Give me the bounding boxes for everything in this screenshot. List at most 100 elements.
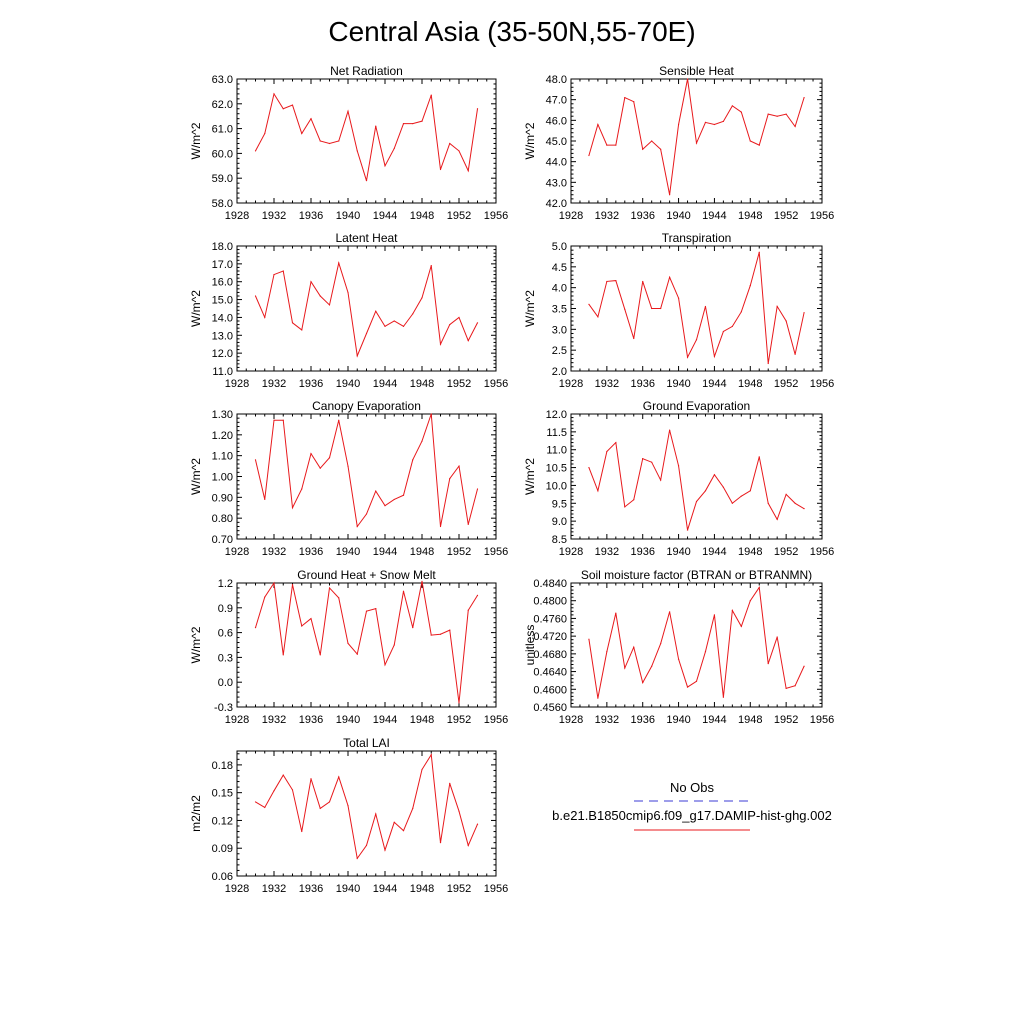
data-point — [291, 584, 294, 586]
data-point — [660, 643, 662, 645]
legend-obs-label: No Obs — [670, 780, 715, 795]
y-tick-label: 0.70 — [212, 534, 233, 546]
data-point — [273, 419, 275, 421]
chart-panel: Canopy Evaporation W/m^2 1928 1932 1936 1940 1… — [189, 399, 508, 558]
y-tick-label: 3.0 — [552, 324, 567, 336]
data-point — [282, 774, 284, 776]
data-point — [633, 499, 635, 501]
data-point — [439, 633, 442, 635]
data-point — [328, 587, 331, 589]
y-tick-label: 0.4600 — [533, 684, 567, 696]
data-point — [430, 94, 432, 96]
x-tick-label: 1948 — [738, 714, 762, 726]
data-point — [467, 609, 469, 611]
y-tick-label: 18.0 — [212, 241, 233, 253]
x-tick-label: 1944 — [373, 714, 397, 726]
data-point — [767, 113, 769, 115]
data-point — [740, 311, 742, 313]
y-tick-label: 12.0 — [546, 409, 567, 421]
data-point — [606, 651, 608, 653]
data-point — [347, 642, 349, 644]
y-tick-label: 9.0 — [552, 516, 567, 528]
x-tick-label: 1956 — [484, 883, 508, 895]
y-tick-label: 47.0 — [546, 95, 567, 107]
x-tick-label: 1952 — [774, 378, 798, 390]
y-tick-label: 58.0 — [212, 198, 233, 210]
data-point — [660, 479, 662, 481]
data-point — [669, 194, 671, 196]
data-point — [704, 121, 707, 123]
data-point — [695, 339, 698, 341]
data-point — [430, 413, 432, 415]
data-point — [273, 273, 275, 276]
data-point — [695, 142, 698, 144]
data-point — [677, 297, 680, 299]
x-tick-label: 1956 — [810, 714, 834, 726]
data-point — [677, 658, 680, 660]
data-point — [319, 295, 321, 297]
data-point — [264, 316, 266, 319]
data-point — [624, 667, 626, 669]
data-point — [467, 170, 469, 172]
data-point — [421, 120, 423, 122]
y-tick-label: 0.4720 — [533, 631, 567, 643]
y-tick-label: 0.6 — [218, 628, 233, 640]
chart-panel: Transpiration W/m^2 1928 1932 1936 1940 1944 19… — [523, 231, 834, 390]
panel-title: Transpiration — [662, 231, 732, 245]
data-point — [375, 813, 377, 815]
data-point — [785, 113, 787, 115]
data-point — [642, 280, 644, 283]
data-point — [402, 830, 405, 832]
x-tick-label: 1928 — [225, 714, 249, 726]
data-point — [439, 842, 442, 844]
data-point — [384, 325, 386, 327]
data-point — [588, 466, 590, 469]
x-tick-label: 1956 — [484, 378, 508, 390]
data-point — [458, 702, 460, 704]
y-tick-label: 9.5 — [552, 498, 567, 510]
panel-title: Latent Heat — [335, 231, 398, 245]
data-point — [731, 502, 733, 504]
data-point — [794, 502, 796, 504]
data-point — [412, 807, 414, 810]
y-tick-label: 43.0 — [546, 177, 567, 189]
data-point — [624, 506, 626, 508]
data-point — [615, 441, 617, 444]
y-axis-label: W/m^2 — [523, 458, 537, 495]
data-point — [785, 687, 787, 690]
data-point — [412, 123, 414, 125]
data-point — [615, 144, 617, 146]
y-tick-label: 3.5 — [552, 304, 567, 316]
data-point — [651, 665, 653, 667]
data-point — [319, 140, 321, 142]
data-point — [439, 168, 442, 171]
series-line — [255, 413, 478, 528]
y-tick-label: 61.0 — [212, 124, 233, 136]
y-tick-label: 11.5 — [546, 427, 567, 439]
x-tick-label: 1948 — [410, 378, 434, 390]
y-tick-label: 16.0 — [212, 277, 233, 289]
y-tick-label: 0.18 — [212, 760, 233, 772]
data-point — [642, 148, 644, 150]
plot-frame — [570, 245, 823, 372]
plot-frame — [236, 245, 497, 372]
y-tick-label: 0.90 — [212, 492, 233, 504]
data-point — [375, 310, 377, 312]
y-axis-label: W/m^2 — [523, 122, 537, 159]
series-line — [588, 252, 805, 364]
data-point — [740, 495, 742, 497]
x-tick-label: 1944 — [373, 378, 397, 390]
data-point — [767, 502, 769, 504]
data-point — [669, 429, 671, 431]
x-tick-label: 1952 — [774, 714, 798, 726]
panel-title: Sensible Heat — [659, 64, 734, 78]
x-tick-label: 1936 — [630, 546, 654, 558]
data-point — [749, 600, 751, 602]
data-point — [384, 165, 386, 167]
data-point — [393, 320, 395, 322]
data-point — [449, 629, 451, 631]
x-tick-label: 1952 — [774, 210, 798, 222]
data-point — [606, 450, 608, 453]
data-point — [597, 123, 599, 126]
